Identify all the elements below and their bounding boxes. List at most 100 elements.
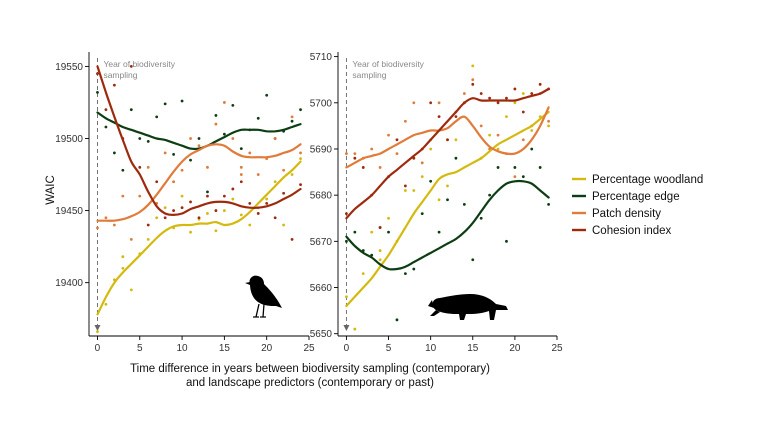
data-point bbox=[222, 194, 226, 198]
data-point bbox=[454, 138, 458, 142]
data-point bbox=[429, 147, 433, 151]
data-point bbox=[496, 147, 500, 151]
data-point bbox=[403, 272, 407, 276]
data-point bbox=[239, 147, 243, 150]
data-point bbox=[479, 92, 483, 95]
data-point bbox=[521, 138, 525, 142]
data-point bbox=[239, 213, 243, 217]
data-point bbox=[437, 101, 441, 105]
data-point bbox=[505, 115, 508, 119]
data-point bbox=[256, 173, 260, 176]
data-point bbox=[420, 212, 424, 216]
data-point bbox=[299, 108, 302, 112]
y-tick-label: 5700 bbox=[310, 98, 333, 109]
x-tick-label: 10 bbox=[425, 343, 437, 354]
data-point bbox=[163, 216, 167, 220]
x-tick-label: 15 bbox=[219, 343, 231, 354]
data-point bbox=[155, 115, 159, 119]
data-point bbox=[206, 194, 209, 198]
data-point bbox=[496, 101, 500, 105]
data-point bbox=[462, 92, 466, 95]
data-point bbox=[129, 238, 133, 241]
data-point bbox=[197, 216, 201, 220]
data-point bbox=[521, 92, 525, 95]
data-point bbox=[248, 223, 252, 227]
data-point bbox=[290, 115, 294, 119]
data-point bbox=[129, 65, 133, 68]
data-point bbox=[273, 180, 277, 184]
data-point bbox=[138, 137, 142, 140]
x-tick-label: 0 bbox=[344, 343, 350, 354]
data-point bbox=[214, 209, 218, 212]
data-point bbox=[222, 132, 226, 136]
data-point bbox=[299, 157, 302, 161]
data-point bbox=[189, 230, 192, 234]
data-point bbox=[395, 138, 399, 142]
data-point bbox=[370, 147, 374, 151]
data-point bbox=[239, 180, 243, 184]
y-tick-label: 5670 bbox=[310, 237, 333, 248]
data-point bbox=[206, 165, 209, 169]
data-point bbox=[378, 166, 382, 169]
legend: Percentage woodland Percentage edge Patch … bbox=[572, 174, 703, 237]
x-tick-label: 0 bbox=[95, 343, 101, 354]
data-point bbox=[361, 166, 365, 169]
x-tick-label: 5 bbox=[386, 343, 392, 354]
data-point bbox=[163, 102, 167, 106]
y-axis-title: WAIC bbox=[45, 175, 57, 205]
data-point bbox=[248, 151, 252, 155]
x-axis-title-line-2: and landscape predictors (contemporary o… bbox=[186, 377, 434, 389]
data-point bbox=[412, 101, 416, 105]
data-point bbox=[189, 200, 192, 204]
series-line bbox=[345, 106, 550, 169]
data-point bbox=[146, 223, 150, 227]
data-point bbox=[290, 238, 294, 241]
data-point bbox=[378, 226, 382, 229]
data-point bbox=[256, 116, 260, 120]
data-point bbox=[189, 137, 192, 140]
legend-label: Patch density bbox=[592, 208, 661, 220]
bird-icon bbox=[245, 275, 282, 318]
data-point bbox=[282, 168, 286, 172]
data-point bbox=[112, 223, 116, 227]
data-point bbox=[265, 197, 269, 201]
data-point bbox=[290, 119, 294, 123]
x-tick-label: 5 bbox=[137, 343, 143, 354]
data-point bbox=[488, 193, 492, 197]
x-tick-label: 20 bbox=[509, 343, 521, 354]
data-point bbox=[387, 216, 390, 220]
data-point bbox=[239, 173, 243, 176]
x-tick-label: 25 bbox=[551, 343, 563, 354]
data-point bbox=[505, 239, 508, 243]
data-point bbox=[146, 139, 150, 143]
data-point bbox=[231, 187, 235, 191]
sampling-annotation-line-1: Year of biodiversity bbox=[352, 59, 424, 69]
data-point bbox=[462, 202, 466, 206]
data-point bbox=[446, 138, 449, 142]
data-point bbox=[403, 189, 407, 192]
data-point bbox=[538, 82, 542, 86]
data-point bbox=[129, 288, 133, 292]
data-point bbox=[265, 93, 269, 97]
data-point bbox=[172, 152, 176, 156]
data-point bbox=[420, 161, 424, 165]
data-point bbox=[96, 72, 99, 76]
sampling-year-arrow bbox=[343, 325, 350, 331]
data-point bbox=[146, 165, 150, 169]
data-point bbox=[437, 115, 441, 119]
data-point bbox=[138, 194, 142, 198]
y-tick-label: 19400 bbox=[55, 278, 83, 289]
data-point bbox=[496, 166, 500, 169]
data-point bbox=[104, 302, 108, 306]
x-tick-label: 20 bbox=[261, 343, 273, 354]
data-point bbox=[378, 249, 382, 252]
data-point bbox=[163, 151, 167, 155]
data-point bbox=[231, 103, 235, 107]
data-point bbox=[121, 168, 125, 172]
y-tick-label: 5710 bbox=[310, 52, 333, 63]
data-point bbox=[387, 133, 390, 137]
data-point bbox=[299, 183, 302, 187]
data-point bbox=[353, 327, 357, 331]
y-tick-label: 19500 bbox=[55, 134, 83, 145]
data-point bbox=[513, 166, 517, 169]
